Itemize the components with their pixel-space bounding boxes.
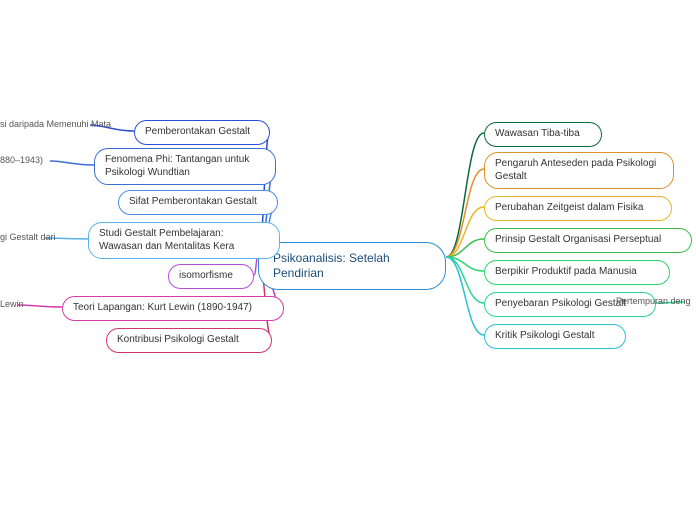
branch-node[interactable]: Teori Lapangan: Kurt Lewin (1890-1947) xyxy=(62,296,284,321)
sub-fragment: gi Gestalt dari xyxy=(0,232,56,242)
branch-node[interactable]: Kontribusi Psikologi Gestalt xyxy=(106,328,272,353)
branch-node[interactable]: Prinsip Gestalt Organisasi Perseptual xyxy=(484,228,692,253)
sub-fragment: Lewin xyxy=(0,299,24,309)
sub-fragment: Pertempuran deng xyxy=(616,296,691,306)
edge xyxy=(18,305,62,307)
branch-node[interactable]: Berpikir Produktif pada Manusia xyxy=(484,260,670,285)
branch-node[interactable]: Pengaruh Anteseden pada Psikologi Gestal… xyxy=(484,152,674,189)
edge xyxy=(50,161,94,165)
edge xyxy=(446,257,484,335)
edge xyxy=(446,133,484,257)
edge xyxy=(446,169,484,257)
branch-node[interactable]: Studi Gestalt Pembelajaran: Wawasan dan … xyxy=(88,222,280,259)
center-node[interactable]: Psikoanalisis: Setelah Pendirian xyxy=(258,242,446,290)
branch-node[interactable]: Sifat Pemberontakan Gestalt xyxy=(118,190,278,215)
branch-node[interactable]: isomorfisme xyxy=(168,264,254,289)
branch-node[interactable]: Fenomena Phi: Tantangan untuk Psikologi … xyxy=(94,148,276,185)
branch-node[interactable]: Perubahan Zeitgeist dalam Fisika xyxy=(484,196,672,221)
sub-fragment: 880–1943) xyxy=(0,155,43,165)
branch-node[interactable]: Pemberontakan Gestalt xyxy=(134,120,270,145)
branch-node[interactable]: Kritik Psikologi Gestalt xyxy=(484,324,626,349)
sub-fragment: si daripada Memenuhi Mata xyxy=(0,119,111,129)
branch-node[interactable]: Wawasan Tiba-tiba xyxy=(484,122,602,147)
